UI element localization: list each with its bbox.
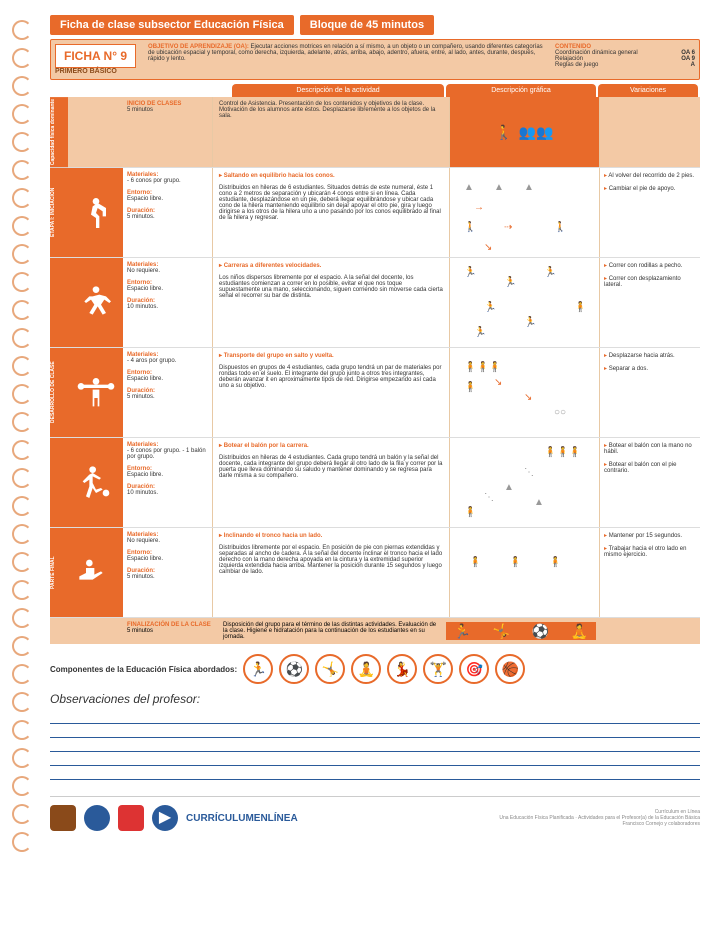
column-tabs: Descripción de la actividad Descripción … (50, 84, 700, 97)
end-graphic: 🏃🤸⚽🧘 (446, 622, 596, 640)
materials-cell: Materiales:No requiere.Entorno:Espacio l… (123, 258, 213, 347)
graphic-cell: 🧍🧍🧍 (450, 528, 600, 617)
variations-cell: Correr con rodillas a pecho.Correr con d… (600, 258, 700, 347)
ficha-bar: FICHA N° 9 PRIMERO BÁSICO OBJETIVO DE AP… (50, 39, 700, 80)
phase-label (50, 258, 68, 347)
graphic-cell: 🧍🧍🧍⋱▲⋱🧍▲ (450, 438, 600, 527)
variations-cell: Al volver del recorrido de 2 pies.Cambia… (600, 168, 700, 257)
comp-icon: ⚽ (279, 654, 309, 684)
description-cell: Carreras a diferentes velocidades.Los ni… (213, 258, 450, 347)
title-left: Ficha de clase subsector Educación Físic… (50, 15, 294, 35)
activity-icon (68, 168, 123, 257)
play-icon: ▶ (152, 805, 178, 831)
tab-graphic: Descripción gráfica (446, 84, 596, 97)
end-text: Disposición del grupo para el término de… (217, 622, 446, 640)
write-line (50, 738, 700, 752)
logo-icon (118, 805, 144, 831)
spiral-binding (12, 20, 36, 826)
variations-cell: Botear el balón con la mano no hábil.Bot… (600, 438, 700, 527)
activity-icon (68, 528, 123, 617)
activity-row: Materiales:No requiere.Entorno:Espacio l… (50, 258, 700, 348)
content-item: Reglas de juego A (555, 62, 695, 68)
phase-label: ETAPA I: INICIACIÓN (50, 168, 68, 257)
ficha-grade: PRIMERO BÁSICO (55, 68, 142, 75)
comp-icon: 🤸 (315, 654, 345, 684)
materials-cell: Materiales:- 4 aros por grupo.Entorno:Es… (123, 348, 213, 437)
graphic-cell: ▲▲▲→🚶⇢🚶↘ (450, 168, 600, 257)
components-row: Componentes de la Educación Física abord… (50, 654, 700, 684)
write-line (50, 710, 700, 724)
tab-description: Descripción de la actividad (232, 84, 444, 97)
stick-group-icon: 👥👥 (519, 124, 554, 141)
start-time: 5 minutos (127, 107, 208, 113)
comp-icon: 🏀 (495, 654, 525, 684)
write-line (50, 752, 700, 766)
activity-icon (68, 438, 123, 527)
page-header: Ficha de clase subsector Educación Físic… (50, 15, 700, 35)
variations-cell: Desplazarse hacia atrás.Separar a dos. (600, 348, 700, 437)
class-end-row: FINALIZACIÓN DE LA CLASE 5 minutos Dispo… (50, 618, 700, 644)
activity-row: Materiales:- 6 conos por grupo. - 1 baló… (50, 438, 700, 528)
activity-row: PARTE FINAL Materiales:No requiere.Entorn… (50, 528, 700, 618)
variations-cell: Mantener por 15 segundos.Trabajar hacia … (600, 528, 700, 617)
activity-icon (68, 258, 123, 347)
start-desc: Control de Asistencia. Presentación de l… (213, 97, 450, 167)
phase-label: DESARROLLO DE CLASE (50, 348, 68, 437)
activity-row: DESARROLLO DE CLASE Materiales:- 4 aros p… (50, 348, 700, 438)
materials-cell: Materiales:No requiere.Entorno:Espacio l… (123, 528, 213, 617)
logo-icon (84, 805, 110, 831)
footer-credits: Currículum en Línea Una Educación Física… (499, 809, 700, 827)
title-right: Bloque de 45 minutos (300, 15, 434, 35)
components-label: Componentes de la Educación Física abord… (50, 665, 237, 674)
graphic-cell: 🧍🧍🧍↘↘○○🧍 (450, 348, 600, 437)
footer-brand: CURRÍCULUMENLÍNEA (186, 813, 298, 824)
phase-label: PARTE FINAL (50, 528, 68, 617)
page-footer: ▶ CURRÍCULUMENLÍNEA Currículum en Línea … (50, 796, 700, 831)
activity-icon (68, 348, 123, 437)
logo-icon (50, 805, 76, 831)
materials-cell: Materiales:- 6 conos por grupo.Entorno:E… (123, 168, 213, 257)
comp-icon: 🏃 (243, 654, 273, 684)
description-cell: Saltando en equilibrio hacia los conos.D… (213, 168, 450, 257)
write-line (50, 724, 700, 738)
start-graphic: 🚶 👥👥 (450, 97, 600, 167)
phase-label (50, 438, 68, 527)
comp-icon: 🎯 (459, 654, 489, 684)
description-cell: Transporte del grupo en salto y vuelta.D… (213, 348, 450, 437)
comp-icon: 🧘 (351, 654, 381, 684)
comp-icon: 💃 (387, 654, 417, 684)
description-cell: Botear el balón por la carrera.Distribui… (213, 438, 450, 527)
side-capacity: Capacidad física dominante (50, 97, 68, 167)
content-block: CONTENIDO Coordinación dinámica general … (555, 44, 695, 75)
stick-icon: 🚶 (495, 124, 512, 141)
comp-icon: 🏋️ (423, 654, 453, 684)
graphic-cell: 🏃🏃🏃🏃🧍🏃🏃 (450, 258, 600, 347)
ficha-number: FICHA N° 9 (55, 44, 136, 68)
class-start-row: Capacidad física dominante INICIO DE CLA… (50, 97, 700, 168)
description-cell: Inclinando el tronco hacia un lado.Distr… (213, 528, 450, 617)
tab-variations: Variaciones (598, 84, 698, 97)
materials-cell: Materiales:- 6 conos por grupo. - 1 baló… (123, 438, 213, 527)
end-time: 5 minutos (127, 628, 217, 634)
activity-row: ETAPA I: INICIACIÓN Materiales:- 6 conos … (50, 168, 700, 258)
observations-label: Observaciones del profesor: (50, 692, 700, 706)
objective-block: OBJETIVO DE APRENDIZAJE (OA): Ejecutar a… (142, 44, 555, 75)
write-line (50, 766, 700, 780)
